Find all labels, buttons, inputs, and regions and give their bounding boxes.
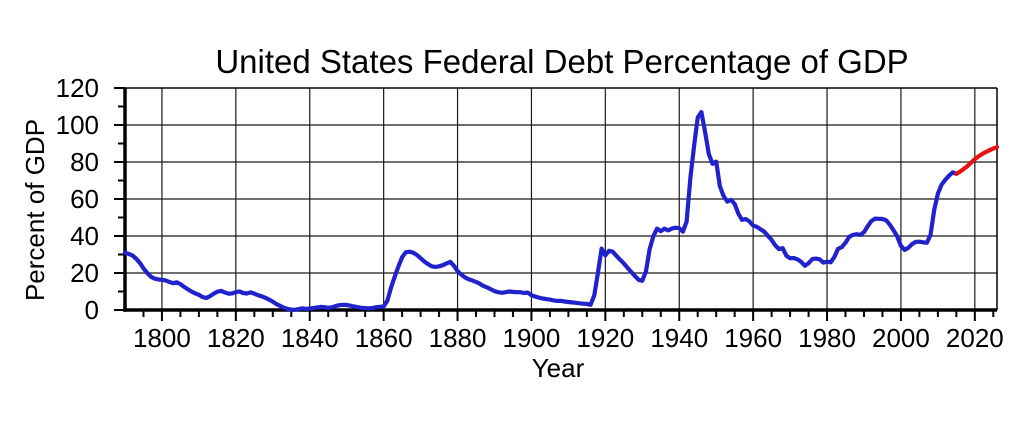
gridlines xyxy=(125,88,997,310)
x-tick-label: 2020 xyxy=(946,323,1004,353)
y-tick-label: 120 xyxy=(56,73,99,103)
x-tick-label: 2000 xyxy=(872,323,930,353)
y-tick-label: 40 xyxy=(70,221,99,251)
y-axis-label: Percent of GDP xyxy=(20,119,50,301)
tick-marks xyxy=(114,87,995,321)
x-tick-label: 1880 xyxy=(429,323,487,353)
x-tick-label: 1840 xyxy=(281,323,339,353)
x-tick-label: 1980 xyxy=(798,323,856,353)
y-tick-label: 80 xyxy=(70,147,99,177)
chart-title: United States Federal Debt Percentage of… xyxy=(215,43,908,80)
plot-border xyxy=(123,87,998,312)
x-axis-label: Year xyxy=(532,353,585,383)
actual-series-line xyxy=(122,109,959,312)
data-series xyxy=(122,109,1000,312)
y-tick-label: 60 xyxy=(70,184,99,214)
y-tick-label: 0 xyxy=(85,295,99,325)
y-tick-label: 20 xyxy=(70,258,99,288)
x-tick-label: 1860 xyxy=(355,323,413,353)
x-tick-label: 1900 xyxy=(503,323,561,353)
x-tick-label: 1920 xyxy=(576,323,634,353)
tick-labels: 1800 1820 1840 1860 1880 1900 1920 1940 1960 1980… xyxy=(56,73,1004,353)
x-tick-label: 1940 xyxy=(650,323,708,353)
projection-series-line xyxy=(954,145,1000,176)
x-tick-label: 1960 xyxy=(724,323,782,353)
x-tick-label: 1820 xyxy=(207,323,265,353)
y-tick-label: 100 xyxy=(56,110,99,140)
x-tick-label: 1800 xyxy=(133,323,191,353)
